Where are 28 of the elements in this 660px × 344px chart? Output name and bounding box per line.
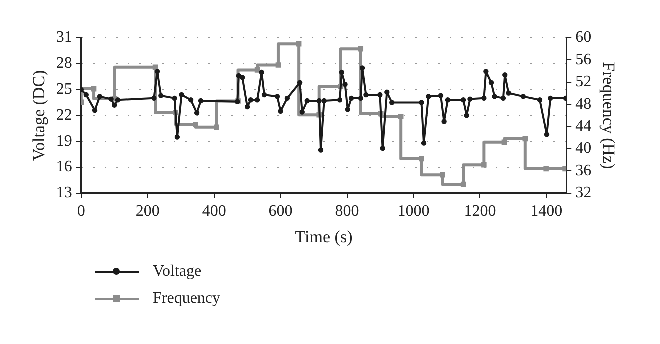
x-tick-label: 1400: [530, 203, 563, 220]
legend-label: Frequency: [153, 290, 221, 308]
y2-tick-label: 36: [576, 162, 592, 180]
x-tick-label: 600: [268, 203, 293, 220]
y-tick-label: 19: [56, 132, 72, 150]
y2-tick-label: 44: [576, 118, 592, 136]
y2-tick-label: 60: [576, 29, 592, 46]
y-tick-label: 13: [56, 184, 72, 202]
y-tick-label: 25: [56, 81, 72, 98]
y-tick-label: 31: [56, 29, 72, 46]
legend-label: Voltage: [153, 262, 202, 280]
x-tick-label: 1200: [464, 203, 496, 220]
x-axis-title: Time (s): [295, 227, 353, 246]
x-tick-label: 800: [335, 203, 360, 220]
y2-tick-label: 52: [576, 74, 592, 91]
y2-tick-label: 56: [576, 51, 592, 68]
y-tick-label: 28: [56, 55, 72, 72]
y2-axis-title: Frequency (Hz): [599, 62, 618, 170]
y-tick-label: 22: [56, 106, 72, 124]
y-tick-label: 16: [56, 158, 72, 176]
x-tick-label: 200: [136, 203, 160, 220]
y2-tick-label: 48: [576, 96, 592, 113]
x-tick-label: 0: [77, 203, 86, 220]
y2-tick-label: 32: [576, 184, 592, 202]
y-axis-title: Voltage (DC): [30, 70, 49, 162]
x-tick-label: 400: [202, 203, 226, 220]
y2-tick-label: 40: [576, 140, 592, 158]
x-tick-label: 1000: [398, 203, 430, 220]
